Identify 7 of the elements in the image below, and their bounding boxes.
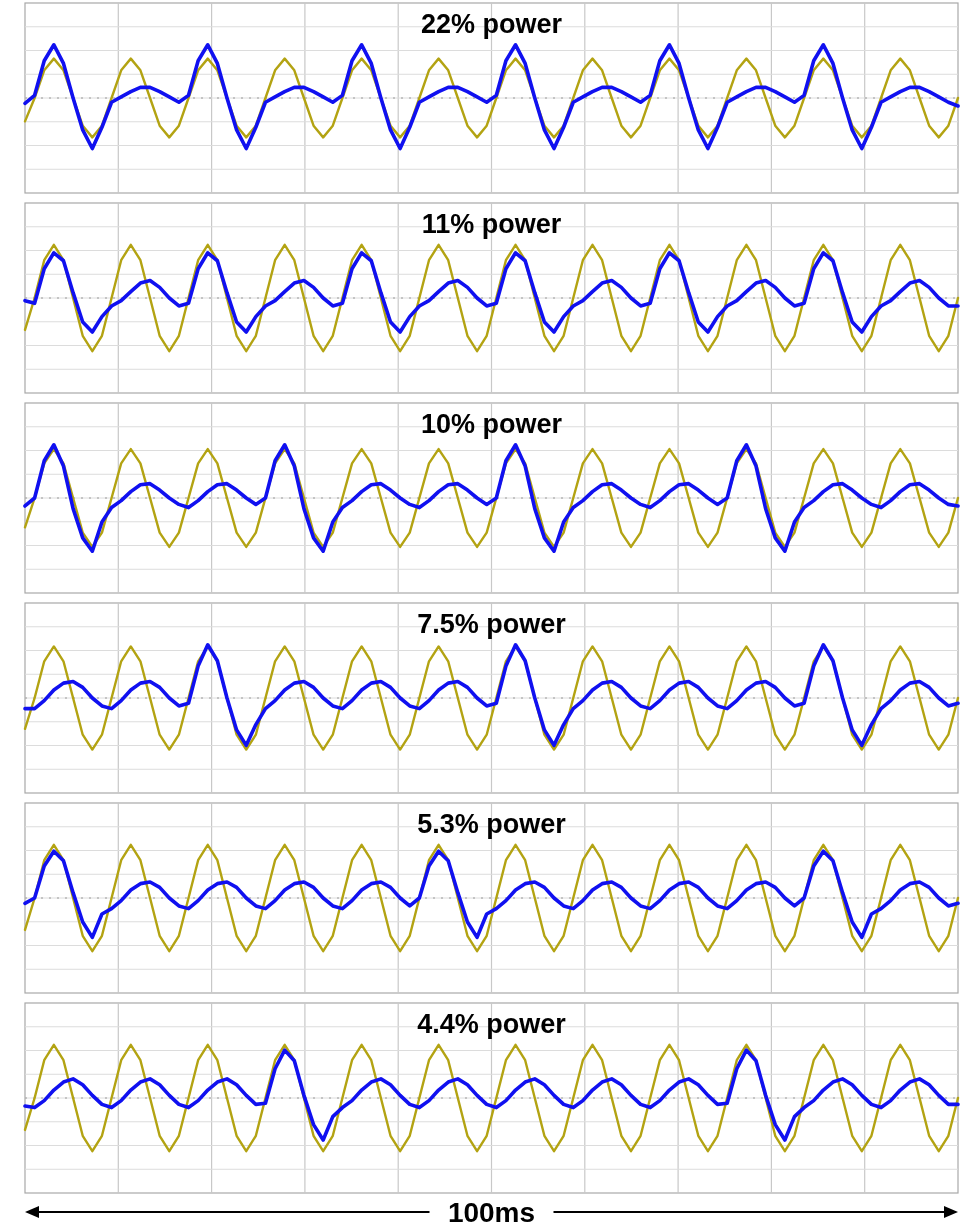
chart-title: 10% power (420, 409, 563, 439)
chart-title: 7.5% power (417, 609, 567, 639)
chart-title: 22% power (420, 9, 563, 39)
chart-title: 5.3% power (417, 809, 567, 839)
chart-title: 4.4% power (417, 1009, 567, 1039)
text: 100ms (447, 1197, 536, 1228)
chart-title: 11% power (421, 209, 562, 239)
